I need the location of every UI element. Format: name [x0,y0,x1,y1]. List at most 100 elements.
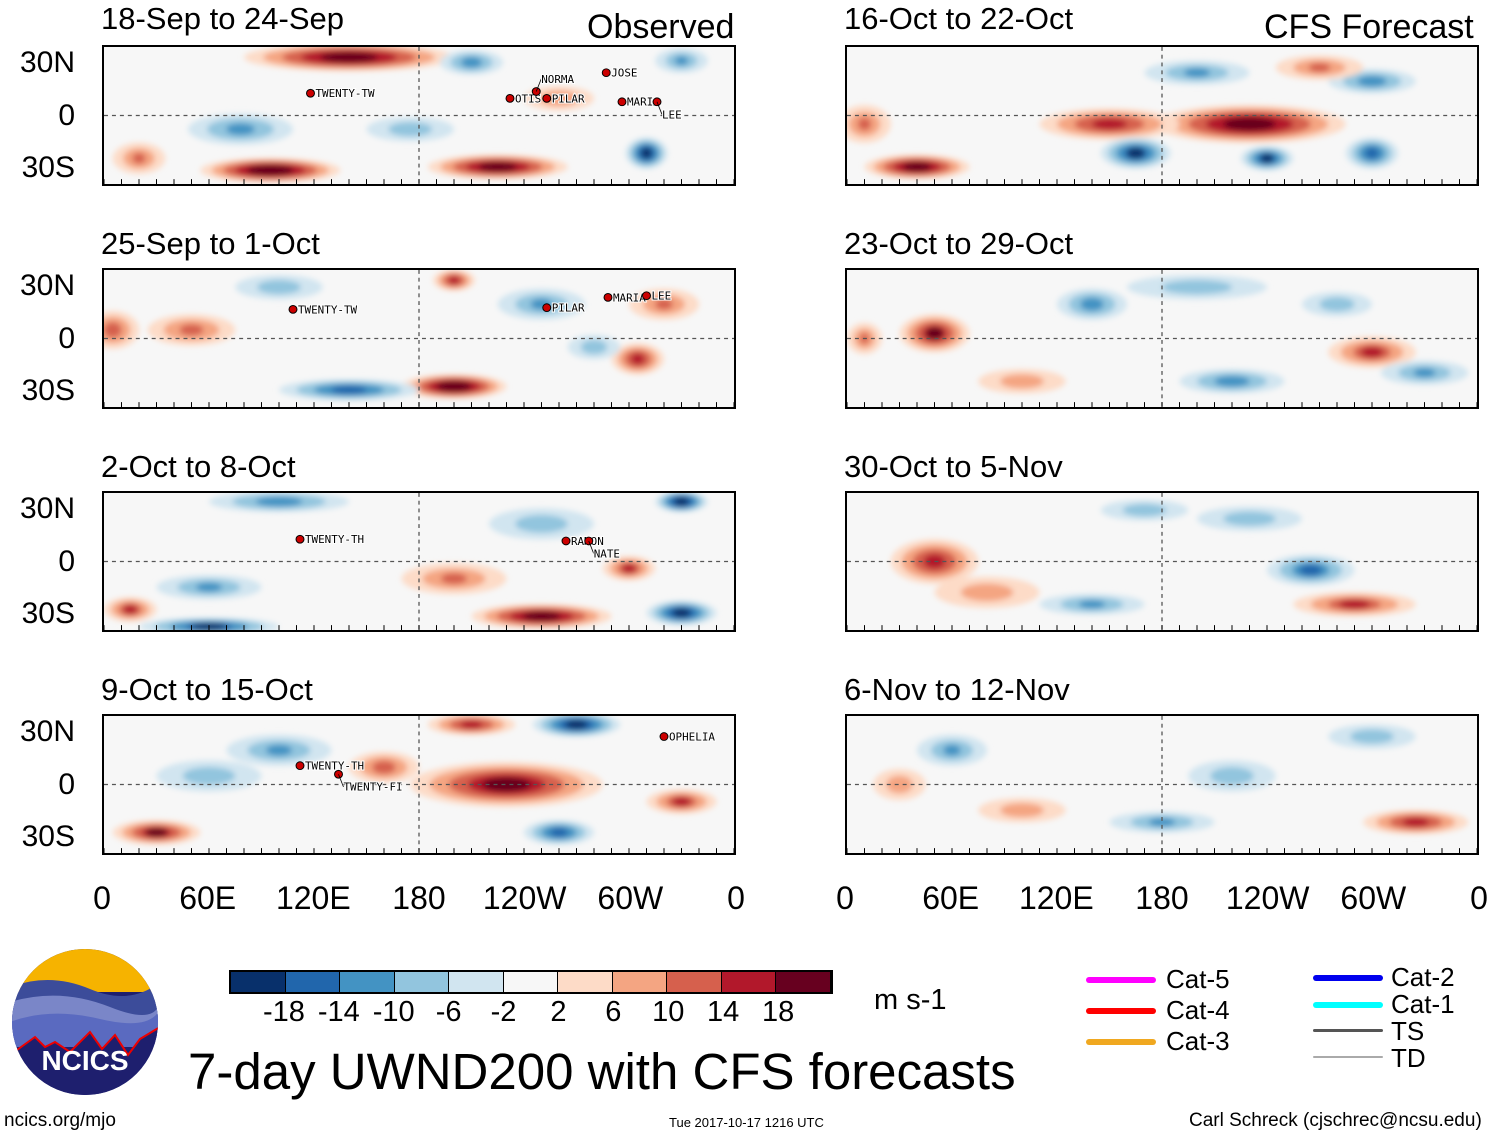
longitude-label: 180 [392,880,446,916]
latitude-label: 30S [21,374,75,408]
legend-label: TD [1391,1043,1426,1073]
anomaly-contour [478,162,517,172]
panel-title: 2-Oct to 8-Oct [101,449,296,484]
anomaly-contour [460,720,483,729]
storm-label: LEE [651,290,671,303]
colorbar-swatch [721,972,777,992]
longitude-label: 0 [1470,880,1488,916]
storm-label: TWENTY-TW [315,87,375,100]
panel-title: 9-Oct to 15-Oct [101,672,313,707]
storm-symbol-icon [288,305,298,314]
anomaly-contour [622,563,636,573]
anomaly-contour [195,582,223,592]
anomaly-contour [515,515,568,533]
footer-url: ncics.org/mjo [4,1110,116,1131]
colorbar-swatch [612,972,668,992]
anomaly-contour [331,385,367,394]
colorbar-swatch [776,972,832,992]
anomaly-contour [1350,729,1394,744]
panel-title: 18-Sep to 24-Sep [101,1,345,36]
storm-marker: TWENTY-TW [288,302,359,317]
anomaly-contour [1122,503,1167,517]
storm-label: TWENTY-TH [305,533,364,546]
storm-marker: TWENTY-FI [334,769,404,795]
colorbar-swatch [503,972,559,992]
storm-marker: PILAR [542,91,586,106]
anomaly-contour [448,276,460,285]
anomaly-contour [461,57,482,68]
storm-leader-line [535,78,542,92]
legend-line [1313,975,1383,981]
map-panel: TWENTY-TW OTIS NORMA PILAR JOSE MARIA LEE [102,45,736,186]
longitude-label: 120W [1225,880,1310,916]
anomaly-contour [655,298,673,310]
storm-symbol-icon [617,97,627,107]
anomaly-contour [388,122,433,137]
storm-leader-line [588,540,595,554]
map-panel [845,268,1479,409]
longitude-label: 0 [93,880,111,916]
longitude-label: 120E [275,880,351,916]
storm-symbol-icon [561,536,571,546]
anomaly-contour [436,381,472,392]
map-panel: TWENTY-TH TWENTY-FI OPHELIA [102,714,736,855]
storm-marker: TWENTY-TH [295,532,365,547]
longitude-label: 120E [1018,880,1094,916]
anomaly-contour [1365,147,1379,159]
anomaly-contour [257,280,301,295]
longitude-label: 60W [597,880,664,916]
legend-label: Cat-3 [1166,1026,1230,1056]
anomaly-contour [1092,118,1127,130]
footer-author: Carl Schreck (cjschrec@ncsu.edu) [1189,1110,1482,1131]
observed-header: Observed [587,8,735,46]
anomaly-contour [631,353,645,365]
colorbar-tick-label: -2 [490,996,517,1028]
anomaly-contour [539,90,579,107]
storm-marker: LEE [642,289,672,304]
anomaly-contour [672,608,691,618]
anomaly-contour [1357,75,1387,87]
storm-symbol-icon [601,68,611,78]
anomaly-contour [182,767,236,785]
footer-timestamp: Tue 2017-10-17 1216 UTC [669,1115,824,1130]
panel-title: 25-Sep to 1-Oct [101,226,320,261]
anomaly-contour [550,827,568,837]
storm-symbol-icon [603,293,613,302]
anomaly-contour [1127,147,1145,159]
anomaly-contour [1339,599,1370,609]
ncics-logo: NCICS [12,949,158,1095]
colorbar-swatch [340,972,395,992]
storm-label: JOSE [611,67,637,80]
anomaly-contour [145,827,168,837]
anomaly-contour [1260,153,1274,163]
anomaly-contour [104,322,122,338]
anomaly-contour [320,52,378,63]
anomaly-contour [1223,117,1276,131]
anomaly-contour [440,573,468,584]
anomaly-contour [565,720,588,730]
colorbar-tick-label: 10 [652,996,685,1028]
storm-marker: JOSE [601,66,639,81]
colorbar-swatch [285,972,341,992]
legend-line [1313,1056,1383,1058]
colorbar [229,970,833,994]
storm-leader-line [656,101,663,115]
legend-label: Cat-5 [1166,964,1230,994]
latitude-label: 0 [58,544,75,578]
storm-marker: MARIA [617,95,661,110]
longitude-label: 120W [482,880,567,916]
storm-leader-line [338,774,344,787]
legend-line [1086,1008,1156,1014]
panel-title: 23-Oct to 29-Oct [844,226,1074,261]
longitude-label: 60E [179,880,237,916]
storm-label: PILAR [552,92,585,105]
map-panel [845,714,1479,855]
anomaly-contour [960,583,1014,602]
colorbar-swatch [558,972,613,992]
anomaly-contour [1223,511,1276,526]
main-title: 7-day UWND200 with CFS forecasts [188,1043,1016,1100]
storm-label: MARIA [613,291,646,304]
logo-text: NCICS [41,1045,128,1076]
storm-symbol-icon [642,291,651,301]
latitude-label: 30N [19,491,75,525]
